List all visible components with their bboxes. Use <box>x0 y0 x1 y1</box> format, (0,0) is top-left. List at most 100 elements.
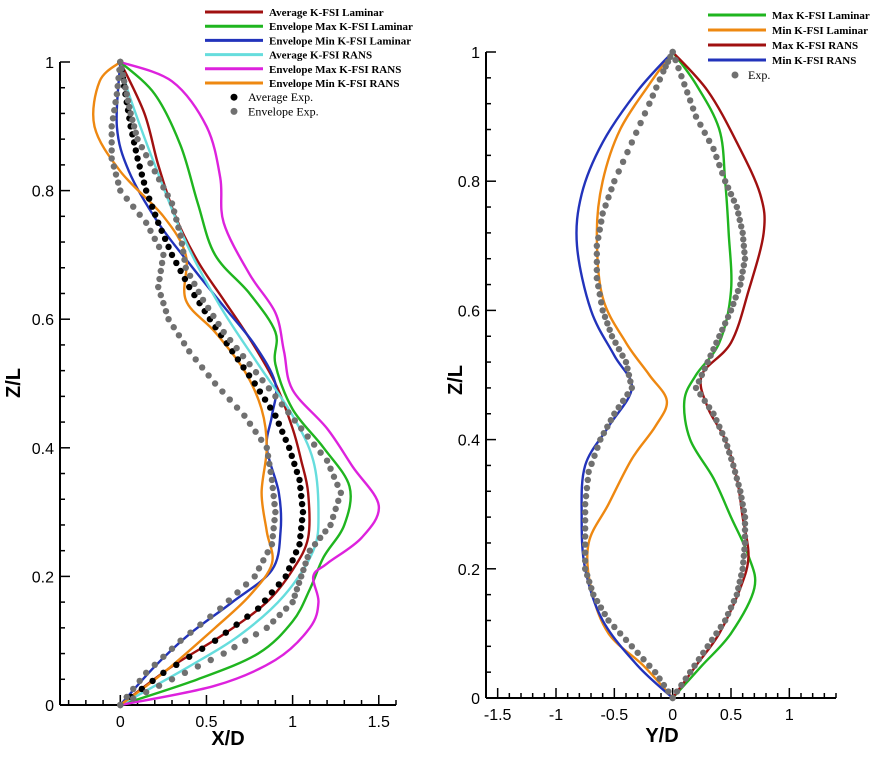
data-point <box>239 352 247 360</box>
data-point <box>151 168 158 175</box>
data-point <box>160 251 167 259</box>
data-point <box>689 105 697 112</box>
data-point <box>175 224 182 231</box>
data-point <box>741 526 749 534</box>
data-point <box>597 436 604 443</box>
series-5 <box>581 48 676 702</box>
data-point <box>160 299 167 307</box>
data-point <box>664 58 672 65</box>
data-point <box>211 380 219 387</box>
data-point <box>168 645 176 652</box>
data-point <box>588 460 595 468</box>
legend-swatch <box>230 107 238 115</box>
data-point <box>242 581 250 588</box>
data-point <box>619 158 627 166</box>
data-point <box>330 473 338 480</box>
data-point <box>727 307 735 314</box>
data-point <box>684 89 691 96</box>
data-point <box>716 333 723 340</box>
data-point <box>665 688 672 695</box>
data-point <box>272 508 279 516</box>
data-point <box>599 210 606 217</box>
data-point <box>132 147 140 154</box>
legend-label: Min K-FSI Laminar <box>772 25 868 37</box>
data-point <box>222 629 230 636</box>
data-point <box>708 636 716 644</box>
data-point <box>170 324 177 331</box>
legend-swatch <box>731 71 739 79</box>
series-line <box>671 51 757 699</box>
data-point <box>701 397 708 405</box>
data-point <box>673 688 681 695</box>
data-point <box>257 436 265 443</box>
data-point <box>593 258 601 266</box>
data-point <box>624 391 631 398</box>
data-point <box>719 429 726 437</box>
data-point <box>612 339 619 346</box>
data-point <box>148 203 156 210</box>
data-point <box>739 501 746 508</box>
data-point <box>136 677 143 685</box>
data-point <box>180 248 187 255</box>
series-3 <box>575 51 674 699</box>
data-point <box>667 53 674 61</box>
legend-label: Exp. <box>748 68 770 82</box>
data-point <box>692 113 700 120</box>
data-point <box>233 404 241 411</box>
data-point <box>164 192 171 199</box>
x-tick-label: 1 <box>288 714 297 731</box>
data-point <box>724 184 732 191</box>
data-point <box>596 291 603 298</box>
data-point <box>136 163 143 170</box>
data-point <box>122 84 129 91</box>
y-axis-title: Z/L <box>445 365 467 395</box>
data-point <box>157 267 164 275</box>
data-point <box>285 409 292 416</box>
data-point <box>707 352 714 359</box>
data-point <box>311 541 319 548</box>
data-point <box>234 356 242 363</box>
data-point <box>616 630 624 637</box>
data-point <box>178 240 186 247</box>
data-point <box>719 169 726 177</box>
data-point <box>298 500 306 508</box>
data-point <box>279 428 286 435</box>
data-point <box>252 428 259 435</box>
data-point <box>721 320 729 327</box>
data-point <box>269 484 276 492</box>
data-point <box>156 275 163 283</box>
data-point <box>585 468 592 476</box>
left-chart: 0 0.5 1 1.5 0 0.2 0.4 0.6 0.8 1 X/D Z/L Average K-FS… <box>3 7 413 750</box>
data-point <box>697 121 704 128</box>
data-point <box>130 685 137 693</box>
data-point <box>619 397 627 405</box>
legend: Average K-FSI Laminar Envelope Max K-FSI … <box>205 7 413 118</box>
data-point <box>337 489 345 497</box>
data-point <box>728 455 735 463</box>
data-point <box>581 557 589 564</box>
data-point <box>282 436 289 443</box>
data-point <box>662 63 669 70</box>
data-point <box>155 219 162 226</box>
data-point <box>114 179 122 186</box>
data-point <box>108 155 115 162</box>
data-point <box>695 378 703 385</box>
data-point <box>181 275 189 283</box>
data-point <box>593 274 601 282</box>
data-point <box>168 676 176 683</box>
data-point <box>733 203 741 211</box>
data-point <box>628 384 636 392</box>
data-point <box>681 81 688 88</box>
data-point <box>295 579 303 587</box>
data-point <box>108 147 115 154</box>
data-point <box>126 103 133 111</box>
data-point <box>269 533 276 540</box>
data-point <box>123 90 130 98</box>
data-point <box>134 155 141 162</box>
series-4 <box>119 60 380 707</box>
data-point <box>298 425 305 432</box>
data-point <box>242 637 249 644</box>
legend-swatch <box>230 93 238 101</box>
series-4 <box>669 48 749 702</box>
data-point <box>611 410 618 417</box>
